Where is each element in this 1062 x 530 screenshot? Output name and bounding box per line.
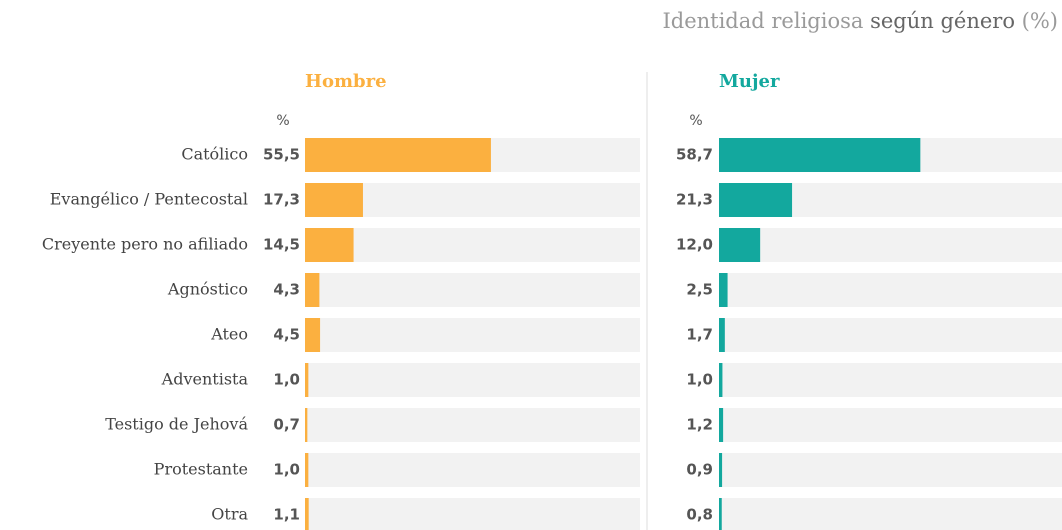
category-label: Testigo de Jehová: [105, 415, 248, 434]
value-label: 17,3: [263, 191, 300, 209]
bar-track: [719, 363, 1062, 397]
bar-track: [305, 498, 640, 530]
bar-track: [719, 408, 1062, 442]
bar: [719, 183, 793, 217]
bar: [305, 318, 321, 352]
value-label: 1,0: [273, 371, 300, 389]
bar: [305, 408, 308, 442]
bar: [719, 363, 723, 397]
chart-title: Identidad religiosa según género (%): [662, 9, 1058, 33]
value-label: 21,3: [676, 191, 713, 209]
category-label: Católico: [181, 145, 248, 164]
title-part: Identidad religiosa: [662, 9, 863, 33]
bar: [719, 318, 725, 352]
bar-track: [305, 453, 640, 487]
bar: [719, 453, 723, 487]
value-label: 4,3: [273, 281, 300, 299]
bar-track: [719, 273, 1062, 307]
value-label: 1,0: [273, 461, 300, 479]
bar: [719, 138, 921, 172]
bar: [305, 498, 309, 530]
bar: [719, 408, 724, 442]
value-label: 1,0: [686, 371, 713, 389]
unit-label: %: [689, 113, 702, 129]
value-label: 12,0: [676, 236, 713, 254]
bar: [305, 453, 309, 487]
bar: [305, 183, 363, 217]
category-label: Otra: [211, 505, 248, 524]
bar: [719, 273, 728, 307]
bar-track: [305, 363, 640, 397]
unit-label: %: [276, 113, 289, 129]
title-part: (%): [1022, 9, 1058, 33]
category-label: Adventista: [161, 370, 249, 389]
value-label: 2,5: [686, 281, 713, 299]
value-label: 1,2: [686, 416, 713, 434]
bar-track: [305, 318, 640, 352]
panel-header: Hombre: [305, 71, 387, 92]
bar: [305, 273, 320, 307]
bar-track: [719, 318, 1062, 352]
value-label: 0,7: [273, 416, 300, 434]
bar-track: [305, 228, 640, 262]
bar: [305, 363, 309, 397]
category-label: Ateo: [210, 325, 248, 344]
bar-track: [719, 453, 1062, 487]
value-label: 58,7: [676, 146, 713, 164]
bar: [719, 498, 722, 530]
value-label: 0,9: [686, 461, 713, 479]
panel-header: Mujer: [719, 71, 780, 92]
category-label: Evangélico / Pentecostal: [50, 190, 248, 209]
value-label: 0,8: [686, 506, 713, 524]
bar-track: [305, 273, 640, 307]
value-label: 14,5: [263, 236, 300, 254]
bar: [719, 228, 761, 262]
bar: [305, 228, 354, 262]
value-label: 55,5: [263, 146, 300, 164]
category-label: Protestante: [154, 460, 248, 479]
bar-track: [719, 228, 1062, 262]
bar-track: [305, 408, 640, 442]
value-label: 4,5: [273, 326, 300, 344]
value-label: 1,7: [686, 326, 713, 344]
title-part: según género: [870, 9, 1015, 33]
bar: [305, 138, 491, 172]
category-label: Agnóstico: [167, 280, 248, 299]
bar-track: [719, 498, 1062, 530]
category-label: Creyente pero no afiliado: [42, 235, 248, 254]
value-label: 1,1: [273, 506, 300, 524]
